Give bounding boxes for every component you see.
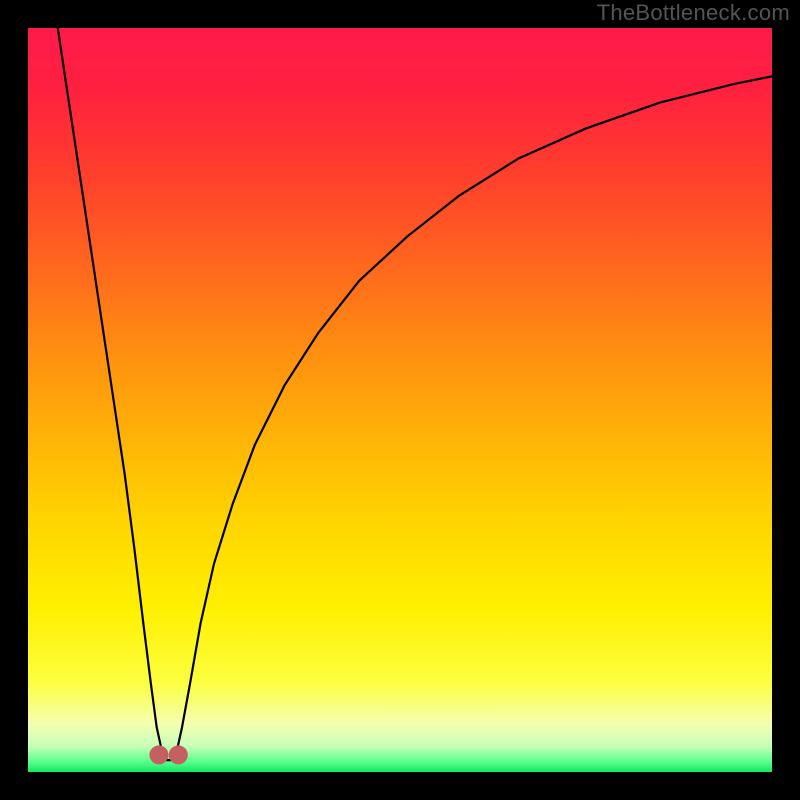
- plot-area: [28, 28, 772, 772]
- watermark-text: TheBottleneck.com: [597, 0, 790, 26]
- minimum-marker: [150, 746, 168, 764]
- minimum-marker: [169, 746, 187, 764]
- curve-layer: [28, 28, 772, 772]
- bottleneck-curve: [58, 28, 772, 760]
- chart-container: TheBottleneck.com: [0, 0, 800, 800]
